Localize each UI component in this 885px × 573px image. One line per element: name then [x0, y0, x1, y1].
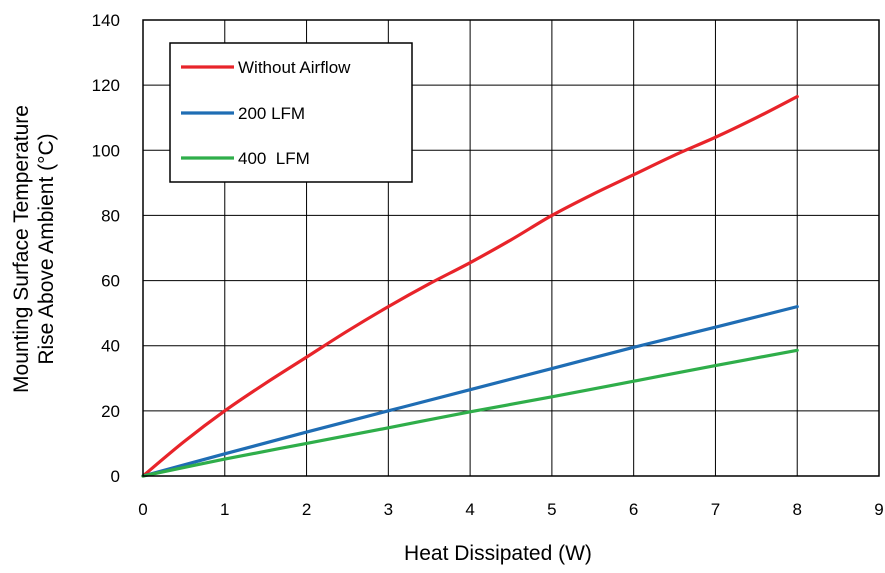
y-tick-label: 20 [101, 402, 120, 421]
legend: Without Airflow 200 LFM 400 LFM [169, 42, 413, 183]
y-tick-label: 0 [111, 467, 120, 486]
y-tick-label: 60 [101, 272, 120, 291]
x-tick-label: 5 [547, 500, 556, 519]
x-tick-label: 8 [792, 500, 801, 519]
plot-frame [142, 19, 880, 477]
series-line-400-lfm [141, 348, 799, 478]
x-tick-label: 0 [138, 500, 147, 519]
x-tick-label: 3 [384, 500, 393, 519]
series-line-without-airflow [141, 94, 799, 478]
legend-label-without-airflow: Without Airflow [238, 58, 351, 77]
y-tick-label: 120 [92, 76, 120, 95]
x-tick-label: 4 [465, 500, 474, 519]
y-tick-label: 140 [92, 11, 120, 30]
y-tick-label: 80 [101, 206, 120, 225]
y-axis-title: Mounting Surface Temperature Rise Above … [10, 105, 58, 393]
series-line-200-lfm [141, 305, 799, 478]
y-axis-title-line-2: Rise Above Ambient (°C) [35, 133, 58, 364]
plot-border [142, 19, 880, 477]
series-layer [141, 94, 799, 478]
x-tick-label: 1 [220, 500, 229, 519]
x-tick-label: 7 [711, 500, 720, 519]
y-tick-label: 100 [92, 141, 120, 160]
x-tick-labels: 0 1 2 3 4 5 6 7 8 9 [138, 500, 883, 519]
y-tick-labels: 0 20 40 60 80 100 120 140 [92, 11, 120, 486]
x-tick-label: 9 [874, 500, 883, 519]
y-tick-label: 40 [101, 337, 120, 356]
x-axis-title: Heat Dissipated (W) [404, 542, 592, 565]
y-axis-title-line-1: Mounting Surface Temperature [10, 105, 33, 393]
legend-label-200-lfm: 200 LFM [238, 104, 305, 123]
x-tick-label: 6 [629, 500, 638, 519]
x-tick-label: 2 [302, 500, 311, 519]
legend-label-400-lfm: 400 LFM [238, 149, 310, 168]
